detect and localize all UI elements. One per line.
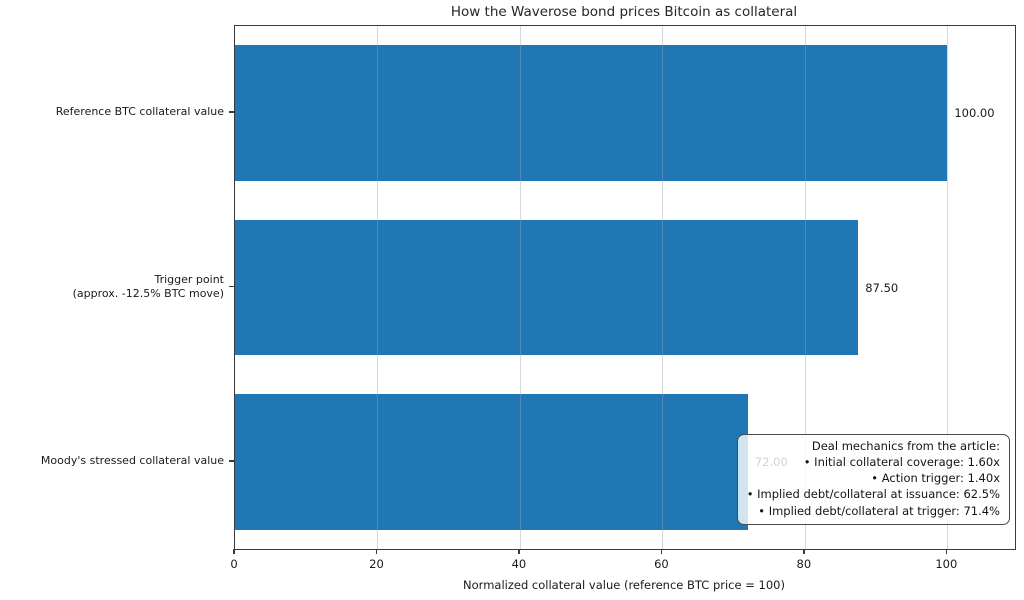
y-category-label-0: Reference BTC collateral value (55, 105, 224, 119)
plot-area: Deal mechanics from the article: Initial… (234, 25, 1016, 550)
annotation-bullet-2: Implied debt/collateral at issuance: 62.… (747, 486, 1000, 502)
x-tick-mark-40 (518, 549, 520, 554)
bar-value-label-1: 87.50 (865, 280, 899, 295)
y-tick-mark-0 (229, 111, 234, 113)
annotation-title: Deal mechanics from the article: (811, 438, 1000, 453)
x-tick-label-60: 60 (654, 557, 669, 571)
x-tick-mark-0 (233, 549, 235, 554)
bar-1 (235, 219, 859, 356)
gridline-x-100 (947, 26, 949, 549)
gridline-x-60 (662, 26, 664, 549)
annotation-bullet-list: Initial collateral coverage: 1.60xAction… (747, 454, 1000, 519)
x-tick-mark-20 (375, 549, 378, 554)
x-tick-label-100: 100 (935, 557, 958, 571)
annotation-box: Deal mechanics from the article: Initial… (736, 433, 1010, 525)
bar-value-label-0: 100.00 (954, 106, 995, 121)
x-tick-label-40: 40 (511, 557, 527, 571)
y-category-label-1: Trigger point (approx. -12.5% BTC move) (72, 272, 224, 300)
x-tick-label-0: 0 (230, 557, 238, 571)
annotation-bullet-1: Action trigger: 1.40x (747, 470, 1000, 486)
x-tick-label-20: 20 (369, 557, 384, 571)
x-tick-mark-80 (803, 549, 805, 554)
annotation-bullet-3: Implied debt/collateral at trigger: 71.4… (747, 503, 1000, 519)
x-axis-title: Normalized collateral value (reference B… (463, 578, 785, 592)
y-tick-mark-1 (229, 285, 234, 288)
gridline-x-40 (519, 26, 521, 549)
y-axis-labels: Reference BTC collateral value Trigger po… (0, 25, 224, 548)
gridline-x-80 (804, 26, 806, 549)
y-tick-mark-2 (229, 460, 234, 462)
annotation-bullet-0: Initial collateral coverage: 1.60x (747, 454, 1000, 470)
x-tick-mark-100 (945, 549, 948, 554)
chart-title: How the Waverose bond prices Bitcoin as … (450, 4, 798, 20)
x-tick-label-80: 80 (796, 557, 812, 571)
bar-2 (235, 393, 748, 530)
bar-0 (235, 45, 948, 182)
x-tick-mark-60 (660, 549, 663, 554)
gridline-x-20 (377, 26, 379, 549)
y-category-label-2: Moody's stressed collateral value (40, 453, 224, 467)
